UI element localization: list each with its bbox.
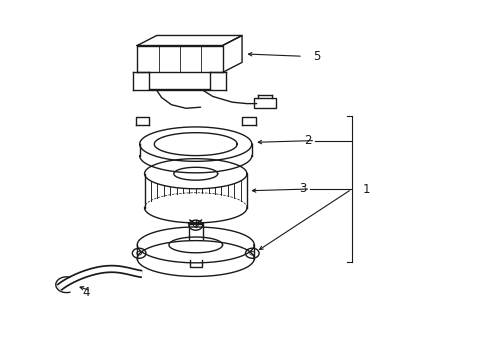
Text: 3: 3 — [299, 183, 306, 195]
Text: 5: 5 — [312, 50, 320, 63]
Text: 1: 1 — [362, 183, 369, 195]
FancyBboxPatch shape — [254, 98, 276, 108]
Text: 4: 4 — [82, 287, 90, 300]
Text: 2: 2 — [303, 134, 311, 147]
